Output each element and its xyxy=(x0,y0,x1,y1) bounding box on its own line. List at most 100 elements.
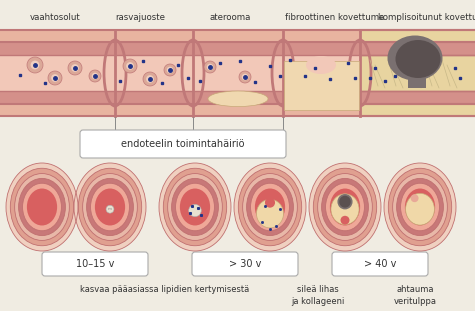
Circle shape xyxy=(242,74,248,80)
Ellipse shape xyxy=(208,91,268,107)
FancyBboxPatch shape xyxy=(192,252,298,276)
Ellipse shape xyxy=(83,174,137,240)
Bar xyxy=(360,55,475,91)
Text: rasvajuoste: rasvajuoste xyxy=(115,13,165,22)
Bar xyxy=(360,91,475,104)
Bar xyxy=(408,68,426,88)
Bar xyxy=(0,55,115,91)
FancyBboxPatch shape xyxy=(332,252,428,276)
Ellipse shape xyxy=(78,168,142,246)
Bar xyxy=(115,42,193,55)
Ellipse shape xyxy=(15,174,69,240)
Bar xyxy=(193,42,283,55)
Circle shape xyxy=(68,61,82,75)
Text: kasvaa pääasiassa lipidien kertymisestä: kasvaa pääasiassa lipidien kertymisestä xyxy=(80,285,250,294)
Ellipse shape xyxy=(384,163,456,251)
Bar xyxy=(115,55,193,91)
Circle shape xyxy=(204,61,216,73)
Ellipse shape xyxy=(309,163,381,251)
Bar xyxy=(0,42,115,55)
FancyBboxPatch shape xyxy=(42,252,148,276)
Ellipse shape xyxy=(176,183,214,231)
Ellipse shape xyxy=(265,197,275,208)
Bar xyxy=(193,55,283,91)
Ellipse shape xyxy=(331,194,359,225)
Bar xyxy=(283,55,360,91)
Ellipse shape xyxy=(74,163,146,251)
Ellipse shape xyxy=(171,179,218,236)
Text: sileä lihas
ja kollageeni: sileä lihas ja kollageeni xyxy=(291,285,345,306)
Ellipse shape xyxy=(234,163,306,251)
Ellipse shape xyxy=(389,168,452,246)
Ellipse shape xyxy=(411,194,418,202)
Ellipse shape xyxy=(337,194,352,209)
Circle shape xyxy=(126,62,134,70)
Bar xyxy=(284,61,359,110)
Text: vaahtosolut: vaahtosolut xyxy=(29,13,80,22)
Ellipse shape xyxy=(19,179,66,236)
Ellipse shape xyxy=(86,179,133,236)
Ellipse shape xyxy=(247,179,294,236)
Ellipse shape xyxy=(339,196,351,208)
Ellipse shape xyxy=(393,174,447,240)
Text: ahtauma
veritulppa: ahtauma veritulppa xyxy=(393,285,437,306)
Ellipse shape xyxy=(255,188,285,225)
Bar xyxy=(360,30,475,116)
Text: > 30 v: > 30 v xyxy=(229,259,261,269)
Ellipse shape xyxy=(27,188,57,225)
Text: m: m xyxy=(108,207,112,211)
Ellipse shape xyxy=(397,179,443,236)
Ellipse shape xyxy=(238,168,302,246)
Circle shape xyxy=(123,59,137,73)
Bar xyxy=(115,30,193,116)
Ellipse shape xyxy=(396,40,440,78)
Text: aterooma: aterooma xyxy=(209,13,251,22)
Ellipse shape xyxy=(91,183,130,231)
Circle shape xyxy=(89,70,101,82)
Ellipse shape xyxy=(189,204,201,217)
Ellipse shape xyxy=(250,183,289,231)
Ellipse shape xyxy=(400,183,439,231)
Ellipse shape xyxy=(163,168,227,246)
Bar xyxy=(360,42,475,55)
Bar xyxy=(115,91,193,104)
Circle shape xyxy=(71,64,79,72)
Ellipse shape xyxy=(306,56,336,74)
Ellipse shape xyxy=(388,35,443,81)
Text: komplisoitunut kovettuma: komplisoitunut kovettuma xyxy=(379,13,475,22)
Bar xyxy=(0,30,115,116)
Ellipse shape xyxy=(159,163,231,251)
Ellipse shape xyxy=(168,174,222,240)
Bar xyxy=(283,91,360,104)
Bar xyxy=(193,30,283,116)
Ellipse shape xyxy=(22,183,61,231)
Circle shape xyxy=(51,74,59,82)
Ellipse shape xyxy=(405,188,435,225)
Circle shape xyxy=(27,57,43,73)
Text: 10–15 v: 10–15 v xyxy=(76,259,114,269)
Circle shape xyxy=(164,64,176,76)
Circle shape xyxy=(167,67,173,73)
Bar xyxy=(283,42,360,55)
Bar xyxy=(193,91,283,104)
Ellipse shape xyxy=(406,193,435,225)
Ellipse shape xyxy=(325,183,364,231)
Circle shape xyxy=(207,64,213,70)
Ellipse shape xyxy=(341,216,350,225)
Ellipse shape xyxy=(314,168,377,246)
Circle shape xyxy=(30,61,39,69)
Text: fibroottinen kovettuma: fibroottinen kovettuma xyxy=(285,13,385,22)
Circle shape xyxy=(143,72,157,86)
Ellipse shape xyxy=(243,174,297,240)
Circle shape xyxy=(239,71,251,83)
Bar xyxy=(283,30,360,116)
Ellipse shape xyxy=(330,188,360,225)
Circle shape xyxy=(48,71,62,85)
Ellipse shape xyxy=(180,188,210,225)
Circle shape xyxy=(146,75,154,83)
Ellipse shape xyxy=(6,163,78,251)
FancyBboxPatch shape xyxy=(80,130,286,158)
Ellipse shape xyxy=(106,205,114,213)
Circle shape xyxy=(92,73,98,79)
Text: > 40 v: > 40 v xyxy=(364,259,396,269)
